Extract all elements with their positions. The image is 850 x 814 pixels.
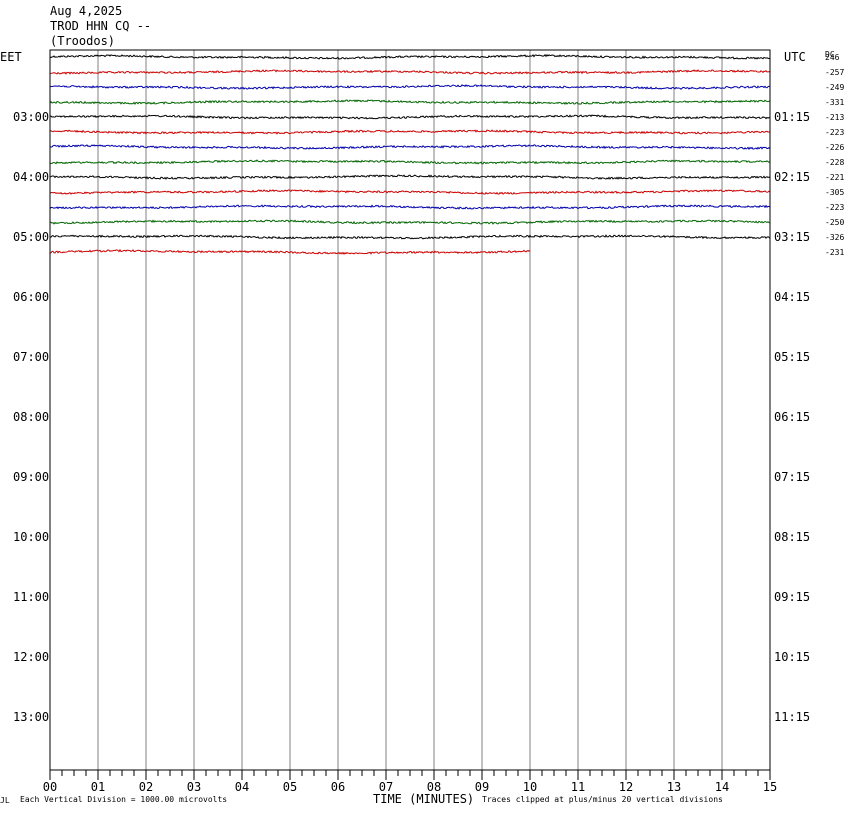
right-hour-label: 11:15 [774,710,810,724]
dc-offset-label: -250 [825,218,844,227]
dc-offset-label: -326 [825,233,844,242]
x-tick-label: 11 [571,780,585,794]
dc-offset-label: -257 [825,68,844,77]
dc-offset-label: -226 [825,143,844,152]
left-hour-label: 05:00 [13,230,49,244]
left-hour-label: 10:00 [13,530,49,544]
trace-row-8 [49,174,771,180]
right-hour-label: 05:15 [774,350,810,364]
trace-row-2 [49,84,771,90]
x-tick-label: 05 [283,780,297,794]
x-tick-label: 13 [667,780,681,794]
scale-note: Each Vertical Division = 1000.00 microvo… [20,795,227,804]
x-tick-label: 00 [43,780,57,794]
trace-row-9 [49,189,771,195]
right-hour-label: 06:15 [774,410,810,424]
right-hour-label: 02:15 [774,170,810,184]
dc-offset-label: -231 [825,248,844,257]
right-hour-label: 09:15 [774,590,810,604]
x-tick-label: 01 [91,780,105,794]
right-hour-label: 04:15 [774,290,810,304]
left-hour-label: 11:00 [13,590,49,604]
dc-offset-label: -213 [825,113,844,122]
x-tick-label: 03 [187,780,201,794]
footer-mark: JL [0,796,10,805]
left-hour-label: 09:00 [13,470,49,484]
right-hour-label: 01:15 [774,110,810,124]
left-hour-label: 03:00 [13,110,49,124]
trace-row-10 [49,204,771,210]
left-hour-label: 07:00 [13,350,49,364]
trace-row-11 [49,219,771,225]
x-tick-label: 06 [331,780,345,794]
dc-header-label: DC [825,50,835,59]
trace-row-5 [49,129,771,135]
left-hour-label: 08:00 [13,410,49,424]
left-timezone-label: EET [0,50,22,64]
x-tick-label: 14 [715,780,729,794]
right-hour-label: 07:15 [774,470,810,484]
left-hour-label: 06:00 [13,290,49,304]
x-tick-label: 10 [523,780,537,794]
right-hour-label: 03:15 [774,230,810,244]
trace-row-12 [49,234,771,240]
x-axis-title: TIME (MINUTES) [373,792,474,806]
x-tick-label: 09 [475,780,489,794]
dc-offset-label: -305 [825,188,844,197]
left-hour-label: 04:00 [13,170,49,184]
x-axis-ticks [49,770,771,780]
dc-offset-label: -331 [825,98,844,107]
clip-note: Traces clipped at plus/minus 20 vertical… [482,795,723,804]
trace-row-0 [49,54,771,60]
x-tick-label: 04 [235,780,249,794]
x-tick-label: 08 [427,780,441,794]
dc-offset-label: 246 [825,53,840,62]
trace-row-1 [49,69,771,75]
dc-offset-label: -249 [825,83,844,92]
station-location: (Troodos) [50,34,116,48]
right-hour-label: 10:15 [774,650,810,664]
dc-offset-label: -223 [825,203,844,212]
x-tick-label: 07 [379,780,393,794]
minute-grid [97,50,723,770]
right-timezone-label: UTC [784,50,806,64]
plot-frame [49,49,771,771]
trace-row-13 [49,248,531,255]
dc-offset-label: -221 [825,173,844,182]
seismic-traces [49,54,771,255]
x-tick-label: 12 [619,780,633,794]
plot-date: Aug 4,2025 [50,4,123,18]
axis-labels: 00 01 02 03 04 05 06 07 08 09 10 11 12 13 14 15 03:00 04:… [13,53,844,794]
station-code: TROD HHN CQ -- [50,19,152,33]
dc-offset-label: -223 [825,128,844,137]
trace-row-3 [49,99,771,106]
dc-offset-label: -228 [825,158,844,167]
left-hour-label: 13:00 [13,710,49,724]
x-tick-label: 02 [139,780,153,794]
trace-row-7 [49,159,771,165]
left-hour-label: 12:00 [13,650,49,664]
right-hour-label: 08:15 [774,530,810,544]
trace-row-6 [49,144,771,151]
trace-row-4 [49,114,771,120]
x-tick-label: 15 [763,780,777,794]
